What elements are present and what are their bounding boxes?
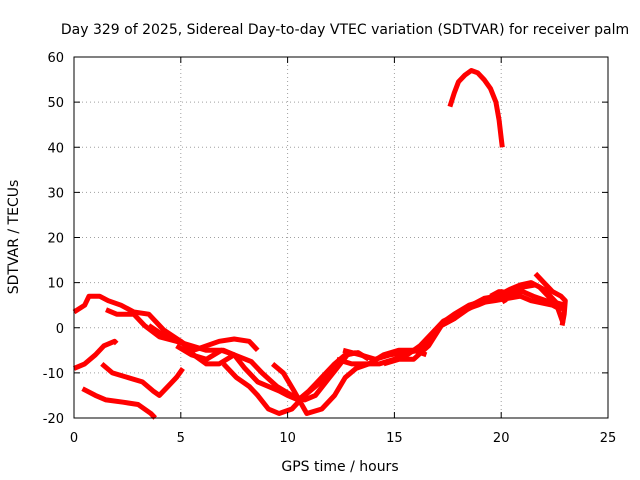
y-tick-label: 50 xyxy=(47,96,64,111)
x-tick-label: 0 xyxy=(70,431,78,446)
y-tick-label: -10 xyxy=(43,367,64,382)
y-axis-label: SDTVAR / TECUs xyxy=(6,180,22,295)
grid-layer xyxy=(74,57,608,418)
x-tick-label: 25 xyxy=(600,431,617,446)
x-axis-label: GPS time / hours xyxy=(281,459,398,475)
x-tick-label: 5 xyxy=(177,431,185,446)
series-line-pass-1 xyxy=(72,293,260,353)
series-line-pass-4 xyxy=(100,361,185,398)
y-tick-label: 60 xyxy=(47,51,64,66)
axis-layer: 0 5 10 15 20 25 -20 -10 0 10 20 30 40 50 60 xyxy=(43,51,617,446)
x-tick-label: 10 xyxy=(279,431,296,446)
y-tick-label: 30 xyxy=(47,186,64,201)
y-tick-label: 40 xyxy=(47,141,64,156)
series-line-pass-8 xyxy=(221,362,337,416)
series-line-pass-9 xyxy=(270,347,428,416)
y-tick-label: -20 xyxy=(43,412,64,427)
series-line-pass-15 xyxy=(533,271,568,326)
series-line-pass-7 xyxy=(175,343,371,403)
series-layer xyxy=(72,68,568,420)
chart-title: Day 329 of 2025, Sidereal Day-to-day VTE… xyxy=(61,22,629,38)
series-line-pass-5 xyxy=(81,386,158,420)
series-line-pass-14 xyxy=(489,289,508,305)
series-line-pass-16 xyxy=(447,68,505,148)
series-line-pass-3 xyxy=(73,338,119,371)
series-line-pass-13 xyxy=(439,280,566,326)
y-tick-label: 20 xyxy=(47,232,64,247)
y-tick-label: 0 xyxy=(56,322,64,337)
x-tick-label: 15 xyxy=(386,431,403,446)
series-line-pass-11 xyxy=(342,293,563,362)
series-line-pass-6 xyxy=(147,323,357,403)
x-tick-label: 20 xyxy=(493,431,510,446)
y-tick-label: 10 xyxy=(47,277,64,292)
